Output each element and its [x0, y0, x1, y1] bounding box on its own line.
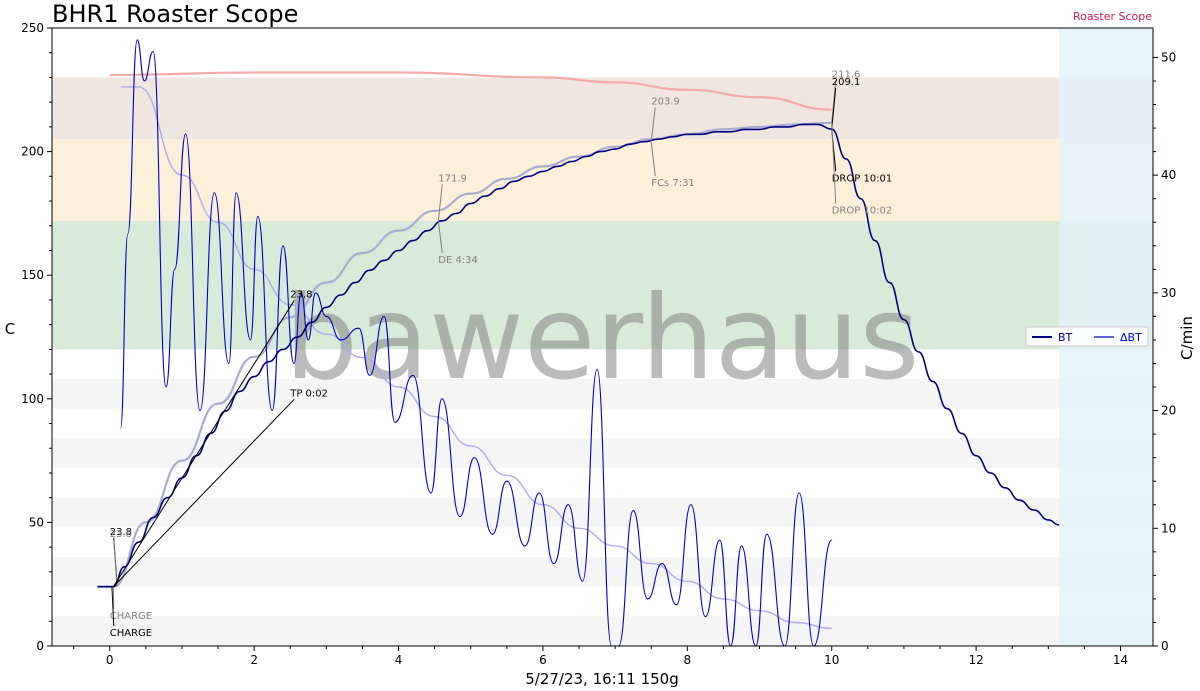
legend-label-1: ΔBT [1120, 331, 1142, 344]
watermark-text: bawerhaus [284, 271, 919, 406]
series-et-smoothed-line [109, 71, 832, 111]
y-tick-label-250: 250 [21, 21, 44, 35]
annotation-label-11: 209.1 [832, 77, 861, 88]
series-bt-smoothed-line [97, 121, 832, 588]
annotation-leader-6 [437, 184, 443, 222]
x-tick-label-14: 14 [1113, 653, 1128, 667]
annotation-leader-9 [650, 141, 656, 177]
x-tick-label-0: 0 [106, 653, 114, 667]
annotation-leader-7 [437, 221, 443, 253]
x-tick-label-12: 12 [968, 653, 983, 667]
annotation-label-0: 23.8 [110, 527, 132, 538]
y2-tick-label-0: 0 [1161, 639, 1169, 653]
legend[interactable]: BT ΔBT [1025, 326, 1149, 347]
plot-frame [51, 27, 1154, 647]
y-axis-label: C [5, 320, 15, 338]
annotation-leader-8 [650, 107, 656, 143]
y2-tick-label-30: 30 [1161, 286, 1176, 300]
annotation-leader-4 [112, 300, 295, 587]
series-delta-bt-smoothed-line [120, 86, 832, 629]
annotation-label-9: FCs 7:31 [651, 178, 695, 189]
y-tick-label-50: 50 [29, 515, 44, 529]
annotation-label-3: CHARGE [110, 628, 152, 639]
chart-title: BHR1 Roaster Scope [52, 0, 298, 28]
plot-lines [97, 39, 1060, 647]
y-axis-right: 0 10 20 30 40 50 [1153, 50, 1176, 653]
x-tick-label-10: 10 [824, 653, 839, 667]
annotation-label-6: 171.9 [438, 173, 467, 184]
annotation-label-13: DROP 10:02 [832, 205, 893, 216]
annotation-label-10: 211.6 [832, 69, 861, 80]
annotation-leader-10 [831, 80, 837, 123]
y2-tick-label-50: 50 [1161, 50, 1176, 64]
x-tick-label-4: 4 [395, 653, 403, 667]
x-axis: 0 2 4 6 8 10 12 14 [73, 646, 1128, 667]
y2-tick-label-20: 20 [1161, 404, 1176, 418]
y-tick-label-100: 100 [21, 392, 44, 406]
x-axis-label: 5/27/23, 16:11 150g [525, 670, 679, 688]
y-tick-label-0: 0 [36, 639, 44, 653]
annotation-label-8: 203.9 [651, 97, 680, 108]
annotation-leader-13 [831, 122, 837, 204]
annotation-leader-1 [113, 540, 118, 587]
band-7 [52, 616, 1153, 646]
annotation-label-5: TP 0:02 [289, 388, 328, 399]
x-tick-label-6: 6 [539, 653, 547, 667]
annotation-label-1: 23.8 [110, 529, 132, 540]
band-0 [52, 77, 1153, 140]
band-2 [52, 220, 1153, 350]
y2-axis-label: C/min [1178, 316, 1196, 360]
annotation-label-4: 23.8 [290, 289, 312, 300]
y2-tick-label-40: 40 [1161, 168, 1176, 182]
legend-box [1025, 326, 1149, 347]
annotation-label-12: DROP 10:01 [832, 173, 893, 184]
y-tick-label-150: 150 [21, 268, 44, 282]
annotation-leader-5 [113, 398, 295, 588]
y2-tick-label-10: 10 [1161, 521, 1176, 535]
legend-label-0: BT [1058, 331, 1073, 344]
x-tick-label-8: 8 [684, 653, 692, 667]
watermark: bawerhaus [284, 271, 919, 406]
annotation-leader-11 [831, 87, 837, 130]
annotation-leader-3 [111, 586, 115, 627]
series-delta-bt-line [120, 39, 833, 647]
band-5 [52, 497, 1153, 528]
y-axis-left: 0 50 100 150 200 250 [21, 21, 52, 653]
band-1 [52, 139, 1153, 221]
y-tick-label-200: 200 [21, 145, 44, 159]
x-tick-label-2: 2 [250, 653, 258, 667]
annotation-label-2: CHARGE [110, 611, 152, 622]
series-bt-line [97, 123, 1060, 588]
annotation-label-7: DE 4:34 [438, 255, 478, 266]
band-6 [52, 557, 1153, 587]
corner-label: Roaster Scope [1073, 10, 1152, 23]
